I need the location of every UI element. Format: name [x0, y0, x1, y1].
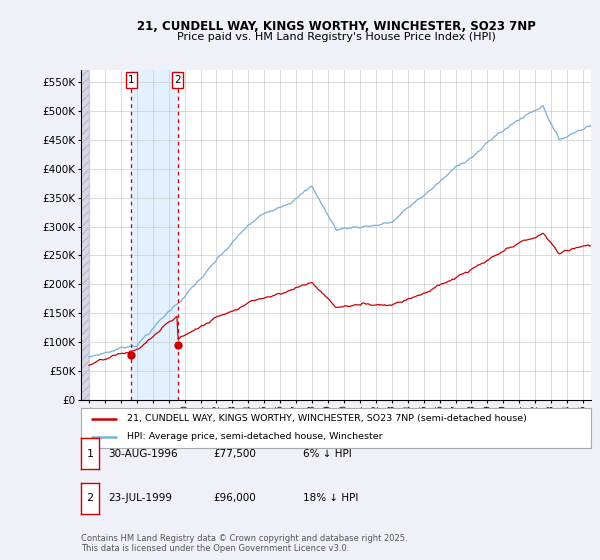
Text: 18% ↓ HPI: 18% ↓ HPI — [303, 493, 358, 503]
Text: 21, CUNDELL WAY, KINGS WORTHY, WINCHESTER, SO23 7NP: 21, CUNDELL WAY, KINGS WORTHY, WINCHESTE… — [137, 20, 535, 32]
Text: HPI: Average price, semi-detached house, Winchester: HPI: Average price, semi-detached house,… — [127, 432, 383, 441]
Text: 21, CUNDELL WAY, KINGS WORTHY, WINCHESTER, SO23 7NP (semi-detached house): 21, CUNDELL WAY, KINGS WORTHY, WINCHESTE… — [127, 414, 527, 423]
Text: 2: 2 — [174, 75, 181, 85]
Text: 2: 2 — [86, 493, 94, 503]
Text: 30-AUG-1996: 30-AUG-1996 — [108, 449, 178, 459]
Text: Price paid vs. HM Land Registry's House Price Index (HPI): Price paid vs. HM Land Registry's House … — [176, 32, 496, 42]
Text: Contains HM Land Registry data © Crown copyright and database right 2025.
This d: Contains HM Land Registry data © Crown c… — [81, 534, 407, 553]
Text: 6% ↓ HPI: 6% ↓ HPI — [303, 449, 352, 459]
Text: 1: 1 — [86, 449, 94, 459]
Text: 23-JUL-1999: 23-JUL-1999 — [108, 493, 172, 503]
Text: £77,500: £77,500 — [213, 449, 256, 459]
Bar — [131, 70, 178, 400]
Text: £96,000: £96,000 — [213, 493, 256, 503]
Text: 1: 1 — [128, 75, 135, 85]
